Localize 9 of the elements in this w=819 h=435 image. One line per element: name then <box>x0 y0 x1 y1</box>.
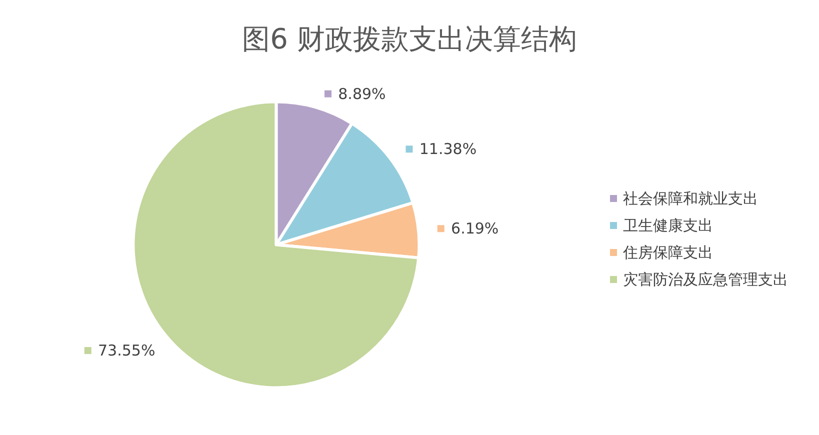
data-label: 6.19% <box>451 220 499 238</box>
legend-label: 社会保障和就业支出 <box>623 190 758 208</box>
chart-title: 图6 财政拨款支出决算结构 <box>242 22 577 56</box>
legend-label: 灾害防治及应急管理支出 <box>623 270 788 288</box>
legend-label: 卫生健康支出 <box>623 216 713 234</box>
legend-label: 住房保障支出 <box>622 244 713 262</box>
data-label: 11.38% <box>419 140 477 158</box>
data-label: 73.55% <box>98 342 156 360</box>
data-label: 8.89% <box>338 84 386 103</box>
